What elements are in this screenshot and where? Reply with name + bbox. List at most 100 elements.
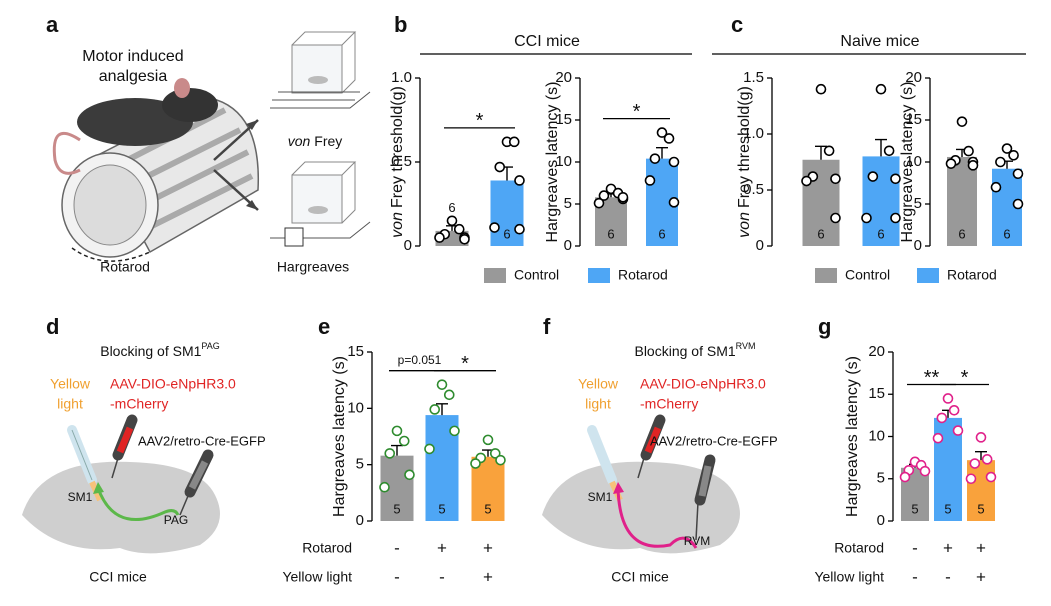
data-point xyxy=(985,471,997,483)
data-point xyxy=(883,145,895,157)
n-label: 6 xyxy=(503,226,510,241)
data-point xyxy=(446,215,458,227)
y-axis-label: von Frey threshold(g) xyxy=(389,86,406,238)
data-point xyxy=(459,233,470,245)
data-point xyxy=(424,443,435,455)
legend-label: Rotarod xyxy=(947,267,997,283)
light-label: Yellow xyxy=(50,376,91,392)
data-point xyxy=(867,171,879,182)
data-point xyxy=(967,160,979,171)
region-label: SM1 xyxy=(588,490,613,504)
data-point xyxy=(975,432,987,443)
data-point xyxy=(495,454,506,466)
virus-label: AAV-DIO-eNpHR3.0 xyxy=(640,376,766,392)
data-point xyxy=(1012,198,1024,210)
data-point xyxy=(990,181,1002,193)
brain-illustration xyxy=(22,414,220,554)
legend-swatch xyxy=(917,268,939,283)
n-label: 5 xyxy=(911,501,918,516)
data-point xyxy=(494,161,506,173)
n-label: 5 xyxy=(438,501,445,516)
y-tick-label: 20 xyxy=(905,69,922,86)
virus-label: -mCherry xyxy=(110,396,168,412)
data-point xyxy=(956,116,968,127)
panel-label: f xyxy=(543,314,551,339)
caption: CCI mice xyxy=(89,569,147,585)
group-header: Naive mice xyxy=(840,33,919,50)
error-bar xyxy=(391,444,403,456)
y-tick-label: 5 xyxy=(564,195,572,212)
data-point xyxy=(598,190,610,201)
cage-illustration xyxy=(270,31,371,247)
data-point xyxy=(875,83,887,95)
y-tick-label: 1.0 xyxy=(391,69,412,86)
data-point xyxy=(945,158,957,169)
data-point xyxy=(656,127,668,138)
data-point xyxy=(932,432,944,444)
y-tick-label: 5 xyxy=(914,195,922,212)
data-point xyxy=(969,458,981,469)
group-header: CCI mice xyxy=(514,33,580,50)
y-tick-label: 0.5 xyxy=(743,181,764,198)
condition-mark: + xyxy=(976,567,986,586)
data-point xyxy=(663,133,675,144)
title-part: Blocking of SM1 xyxy=(634,343,735,359)
n-label: 5 xyxy=(484,501,491,516)
virus-label: AAV-DIO-eNpHR3.0 xyxy=(110,376,236,392)
significance-label: * xyxy=(961,367,969,389)
condition-mark: + xyxy=(976,538,986,557)
n-label: 5 xyxy=(944,501,951,516)
n-label: 5 xyxy=(393,501,400,516)
illustration-title: analgesia xyxy=(99,68,168,85)
data-point xyxy=(1012,168,1024,180)
condition-name: Rotarod xyxy=(834,540,884,556)
data-point xyxy=(384,448,396,459)
y-tick-label: 15 xyxy=(905,111,922,128)
y-tick-label: 10 xyxy=(868,427,885,444)
significance-label: * xyxy=(461,353,469,375)
error-bar xyxy=(875,138,887,157)
panel-label: a xyxy=(46,12,59,37)
y-tick-label: 5 xyxy=(877,470,885,487)
italic-part: von xyxy=(389,212,406,238)
y-tick-label: 5 xyxy=(356,456,364,473)
retro-label: AAV2/retro-Cre-EGFP xyxy=(138,433,266,448)
condition-mark: - xyxy=(394,567,400,586)
data-point xyxy=(434,232,445,243)
y-axis-label: Hargreaves latency (s) xyxy=(844,356,861,517)
data-point xyxy=(668,156,680,168)
data-point xyxy=(948,405,960,416)
data-point xyxy=(443,389,455,401)
condition-mark: + xyxy=(943,538,953,557)
panel-label: g xyxy=(818,314,831,339)
condition-mark: + xyxy=(483,538,493,557)
legend-swatch xyxy=(588,268,610,283)
condition-mark: - xyxy=(912,538,918,557)
illustration-label: Hargreaves xyxy=(277,259,349,275)
retro-label: AAV2/retro-Cre-EGFP xyxy=(650,433,778,448)
data-point xyxy=(890,173,901,185)
italic-part: von xyxy=(736,212,753,238)
data-point xyxy=(801,175,812,187)
legend-label: Control xyxy=(514,267,559,283)
data-point xyxy=(514,175,525,186)
title-part: Blocking of SM1 xyxy=(100,343,201,359)
data-point xyxy=(508,136,520,148)
data-point xyxy=(453,223,465,235)
y-tick-label: 15 xyxy=(347,343,364,360)
title-sup: PAG xyxy=(201,341,219,351)
error-bar xyxy=(975,451,987,461)
bar xyxy=(490,180,524,246)
y-tick-label: 20 xyxy=(555,69,572,86)
y-tick-label: 0 xyxy=(914,237,922,254)
data-point xyxy=(899,471,911,483)
n-label: 6 xyxy=(1003,226,1010,241)
bar xyxy=(947,156,977,246)
data-point xyxy=(489,448,501,459)
data-point xyxy=(890,212,901,224)
data-point xyxy=(398,435,410,447)
data-point xyxy=(391,425,403,437)
text-part: Frey threshold(g) xyxy=(389,86,406,208)
title-sup: RVM xyxy=(736,341,756,351)
condition-name: Yellow light xyxy=(814,569,884,585)
